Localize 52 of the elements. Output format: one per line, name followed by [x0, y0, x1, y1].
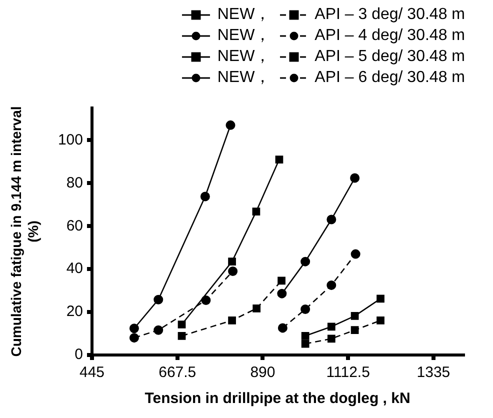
legend-label: API – 4 deg/ 30.48 m [314, 26, 465, 46]
legend-label: NEW， [217, 5, 271, 25]
point [129, 333, 139, 343]
point [277, 288, 287, 298]
point [350, 249, 360, 259]
point [301, 332, 310, 340]
point [350, 173, 360, 183]
point [252, 208, 260, 216]
point [154, 325, 164, 335]
point [228, 266, 238, 276]
point [129, 324, 139, 334]
x-tick-label: 1335 [416, 364, 450, 382]
legend-label: API – 5 deg/ 30.48 m [314, 47, 465, 67]
point [226, 120, 236, 130]
point [228, 258, 236, 266]
legend-label: NEW， [217, 68, 271, 88]
point [178, 332, 186, 340]
point [376, 294, 384, 303]
point [326, 214, 336, 224]
legend-label: NEW， [217, 47, 271, 67]
point [200, 192, 210, 202]
point [278, 323, 288, 333]
point [178, 320, 186, 328]
y-tick-label: 40 [66, 260, 83, 278]
point [327, 322, 336, 331]
point [252, 304, 261, 312]
y-axis-title: Cumulative fatigue in 9.144 m interval (%) [8, 105, 42, 359]
y-tick-label: 0 [74, 346, 83, 364]
x-tick-label: 667.5 [158, 364, 196, 382]
point [300, 304, 310, 314]
point [350, 326, 359, 334]
legend-label: NEW， [217, 26, 271, 46]
point [228, 316, 236, 324]
x-tick-label: 1112.5 [326, 364, 370, 382]
x-tick-label: 890 [250, 364, 276, 382]
legend-label: API – 3 deg/ 30.48 m [314, 5, 465, 25]
x-tick-label: 445 [79, 364, 105, 382]
point [376, 316, 384, 324]
point [301, 340, 310, 348]
y-tick-label: 20 [66, 303, 83, 320]
x-axis-title: Tension in drillpipe at the dogleg , kN [144, 390, 410, 408]
point [350, 312, 359, 320]
point [275, 156, 284, 164]
point [327, 334, 336, 343]
point [300, 256, 310, 266]
point [326, 280, 336, 290]
point [154, 294, 164, 304]
point [278, 276, 286, 285]
y-tick-label: 60 [66, 217, 83, 234]
y-tick-label: 100 [58, 131, 83, 148]
y-tick-label: 80 [66, 174, 83, 192]
legend-label: API – 6 deg/ 30.48 m [314, 68, 465, 88]
